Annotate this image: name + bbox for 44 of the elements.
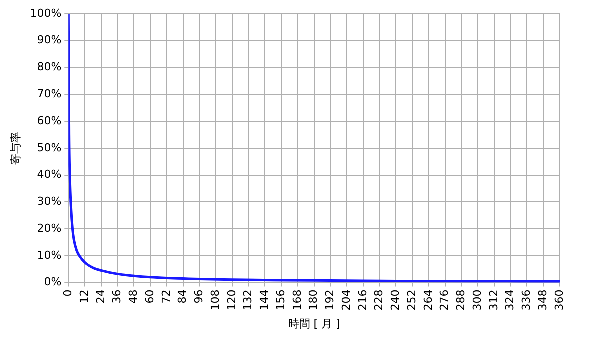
x-tick-label: 348 bbox=[536, 290, 550, 311]
y-tick-label: 20% bbox=[37, 222, 62, 235]
y-tick-label: 30% bbox=[37, 195, 62, 208]
x-tick-label: 336 bbox=[520, 290, 534, 311]
x-tick-label: 312 bbox=[487, 290, 500, 311]
y-tick-label: 80% bbox=[37, 60, 62, 74]
x-tick-label: 240 bbox=[389, 290, 402, 311]
x-tick-label: 0 bbox=[62, 290, 75, 297]
y-axis-title: 寄与率 bbox=[9, 132, 22, 165]
x-tick-label: 96 bbox=[192, 290, 206, 304]
x-tick-label: 360 bbox=[552, 290, 566, 311]
x-tick-label: 72 bbox=[160, 290, 173, 304]
x-tick-label: 12 bbox=[78, 290, 91, 304]
x-tick-label: 156 bbox=[274, 290, 288, 311]
x-tick-label: 108 bbox=[208, 290, 222, 311]
x-tick-label: 276 bbox=[438, 290, 452, 311]
x-tick-label: 60 bbox=[143, 290, 156, 304]
x-tick-label: 204 bbox=[340, 290, 353, 311]
x-tick-label: 288 bbox=[454, 290, 468, 311]
x-tick-label: 180 bbox=[307, 290, 320, 311]
x-tick-label: 228 bbox=[372, 290, 386, 311]
x-tick-label: 120 bbox=[225, 290, 238, 311]
y-tick-label: 40% bbox=[37, 168, 62, 182]
x-tick-label: 144 bbox=[258, 290, 272, 311]
x-tick-label: 168 bbox=[290, 290, 304, 311]
y-tick-label: 100% bbox=[30, 6, 62, 20]
x-tick-label: 324 bbox=[504, 290, 517, 311]
x-tick-label: 192 bbox=[324, 290, 337, 311]
x-tick-label: 24 bbox=[94, 290, 108, 304]
x-axis-title: 時間 [ 月 ] bbox=[288, 317, 340, 330]
x-tick-label: 300 bbox=[470, 290, 484, 311]
x-tick-label: 84 bbox=[176, 290, 190, 304]
x-tick-label: 48 bbox=[127, 290, 140, 304]
x-tick-label: 132 bbox=[242, 290, 255, 311]
y-tick-label: 70% bbox=[37, 88, 62, 100]
x-tick-label: 36 bbox=[110, 290, 124, 304]
y-tick-label: 50% bbox=[37, 141, 62, 154]
x-tick-label: 252 bbox=[405, 290, 418, 311]
y-tick-label: 10% bbox=[37, 248, 62, 262]
x-tick-label: 264 bbox=[422, 290, 435, 311]
y-tick-label: 90% bbox=[37, 34, 62, 47]
y-tick-label: 0% bbox=[44, 276, 62, 289]
y-tick-label: 60% bbox=[37, 114, 62, 128]
x-tick-label: 216 bbox=[356, 290, 370, 311]
